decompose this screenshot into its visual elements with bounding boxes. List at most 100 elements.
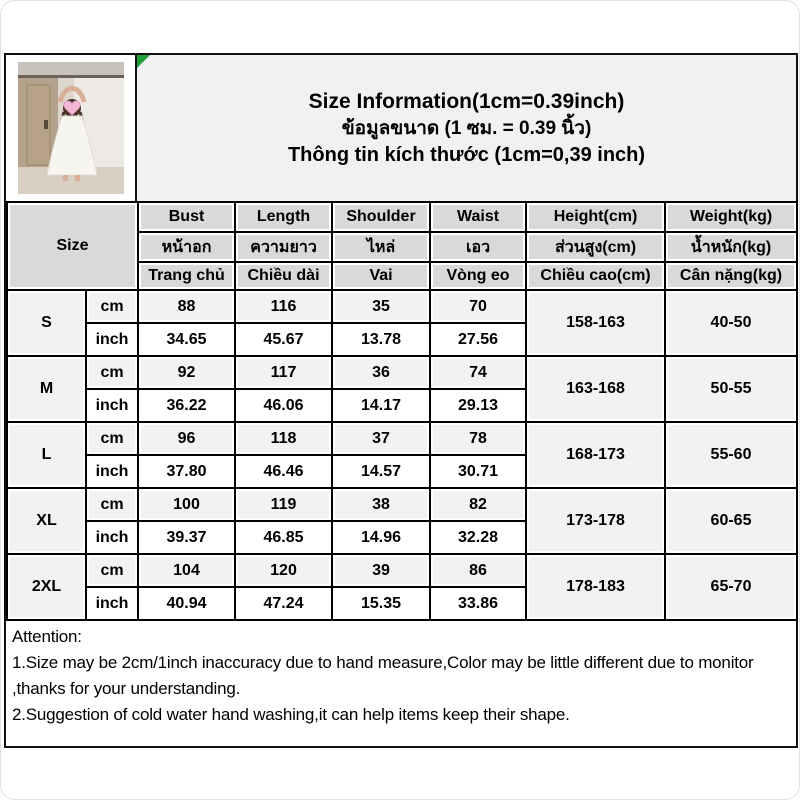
col-header-bust-en: Bust bbox=[137, 201, 237, 233]
measurement-cell: 40.94 bbox=[137, 586, 237, 621]
measurement-cell: 37 bbox=[331, 421, 432, 456]
measurement-cell: 14.96 bbox=[331, 520, 432, 555]
measurement-cell: 29.13 bbox=[429, 388, 528, 423]
white-dress bbox=[45, 115, 98, 176]
measurement-cell: 104 bbox=[137, 553, 237, 588]
product-photo bbox=[6, 55, 137, 201]
measurement-cell: 46.06 bbox=[234, 388, 334, 423]
measurement-cell: 120 bbox=[234, 553, 334, 588]
size-header-cell: Size bbox=[5, 201, 140, 291]
col-header-length-vi: Chiều dài bbox=[234, 261, 334, 291]
col-header-waist-th: เอว bbox=[429, 231, 528, 263]
height-range-cell: 158-163 bbox=[525, 289, 667, 357]
unit-label-inch: inch bbox=[84, 322, 140, 357]
measurement-cell: 13.78 bbox=[331, 322, 432, 357]
measurement-cell: 37.80 bbox=[137, 454, 237, 489]
measurement-cell: 47.24 bbox=[234, 586, 334, 621]
measurement-cell: 116 bbox=[234, 289, 334, 324]
unit-label-inch: inch bbox=[84, 454, 140, 489]
measurement-cell: 74 bbox=[429, 355, 528, 390]
height-range-cell: 163-168 bbox=[525, 355, 667, 423]
size-label: L bbox=[6, 421, 87, 489]
top-band: Size Information(1cm=0.39inch) ข้อมูลขนา… bbox=[6, 55, 796, 201]
unit-label-cm: cm bbox=[84, 421, 140, 456]
height-range-cell: 178-183 bbox=[525, 553, 667, 621]
title-block: Size Information(1cm=0.39inch) ข้อมูลขนา… bbox=[137, 55, 796, 201]
size-label: S bbox=[6, 289, 87, 357]
measurement-cell: 14.17 bbox=[331, 388, 432, 423]
col-header-height-en: Height(cm) bbox=[525, 201, 667, 233]
measurement-cell: 117 bbox=[234, 355, 334, 390]
measurement-cell: 36 bbox=[331, 355, 432, 390]
col-header-weight-en: Weight(kg) bbox=[664, 201, 799, 233]
measurement-cell: 70 bbox=[429, 289, 528, 324]
col-header-waist-en: Waist bbox=[429, 201, 528, 233]
unit-label-inch: inch bbox=[84, 520, 140, 555]
measurement-cell: 33.86 bbox=[429, 586, 528, 621]
measurement-cell: 38 bbox=[331, 487, 432, 522]
measurement-cell: 34.65 bbox=[137, 322, 237, 357]
size-table: Size Bust Length Shoulder Waist Height(c… bbox=[5, 201, 799, 621]
measurement-cell: 82 bbox=[429, 487, 528, 522]
measurement-cell: 45.67 bbox=[234, 322, 334, 357]
measurement-cell: 35 bbox=[331, 289, 432, 324]
unit-label-inch: inch bbox=[84, 388, 140, 423]
measurement-cell: 30.71 bbox=[429, 454, 528, 489]
unit-label-cm: cm bbox=[84, 355, 140, 390]
title-thai: ข้อมูลขนาด (1 ซม. = 0.39 นิ้ว) bbox=[341, 117, 592, 139]
measurement-cell: 39.37 bbox=[137, 520, 237, 555]
measurement-cell: 88 bbox=[137, 289, 237, 324]
heart-face-cover-icon bbox=[62, 100, 81, 116]
measurement-cell: 118 bbox=[234, 421, 334, 456]
col-header-weight-th: น้ำหนัก(kg) bbox=[664, 231, 799, 263]
attention-heading: Attention: bbox=[12, 627, 82, 646]
size-label: 2XL bbox=[6, 553, 87, 621]
col-header-length-th: ความยาว bbox=[234, 231, 334, 263]
measurement-cell: 36.22 bbox=[137, 388, 237, 423]
size-label: M bbox=[6, 355, 87, 423]
measurement-cell: 86 bbox=[429, 553, 528, 588]
height-range-cell: 173-178 bbox=[525, 487, 667, 555]
measurement-cell: 32.28 bbox=[429, 520, 528, 555]
content-frame: Size Information(1cm=0.39inch) ข้อมูลขนา… bbox=[4, 53, 799, 748]
excel-corner-marker-icon bbox=[137, 55, 150, 68]
col-header-waist-vi: Vòng eo bbox=[429, 261, 528, 291]
col-header-weight-vi: Cân nặng(kg) bbox=[664, 261, 799, 291]
measurement-cell: 100 bbox=[137, 487, 237, 522]
size-label: XL bbox=[6, 487, 87, 555]
attention-note-2: 2.Suggestion of cold water hand washing,… bbox=[12, 705, 570, 724]
raised-arms bbox=[57, 86, 86, 103]
measurement-cell: 14.57 bbox=[331, 454, 432, 489]
attention-note-1: 1.Size may be 2cm/1inch inaccuracy due t… bbox=[12, 653, 754, 698]
height-range-cell: 168-173 bbox=[525, 421, 667, 489]
weight-range-cell: 55-60 bbox=[664, 421, 799, 489]
col-header-length-en: Length bbox=[234, 201, 334, 233]
measurement-cell: 92 bbox=[137, 355, 237, 390]
unit-label-inch: inch bbox=[84, 586, 140, 621]
measurement-cell: 27.56 bbox=[429, 322, 528, 357]
measurement-cell: 39 bbox=[331, 553, 432, 588]
unit-label-cm: cm bbox=[84, 553, 140, 588]
measurement-cell: 46.85 bbox=[234, 520, 334, 555]
weight-range-cell: 65-70 bbox=[664, 553, 799, 621]
measurement-cell: 119 bbox=[234, 487, 334, 522]
col-header-shoulder-en: Shoulder bbox=[331, 201, 432, 233]
product-photo-illustration bbox=[17, 62, 124, 194]
attention-section: Attention: 1.Size may be 2cm/1inch inacc… bbox=[6, 621, 796, 746]
weight-range-cell: 40-50 bbox=[664, 289, 799, 357]
weight-range-cell: 50-55 bbox=[664, 355, 799, 423]
title-english: Size Information(1cm=0.39inch) bbox=[308, 89, 625, 113]
measurement-cell: 96 bbox=[137, 421, 237, 456]
unit-label-cm: cm bbox=[84, 487, 140, 522]
measurement-cell: 78 bbox=[429, 421, 528, 456]
measurement-cell: 15.35 bbox=[331, 586, 432, 621]
col-header-shoulder-vi: Vai bbox=[331, 261, 432, 291]
col-header-height-th: ส่วนสูง(cm) bbox=[525, 231, 667, 263]
col-header-bust-th: หน้าอก bbox=[137, 231, 237, 263]
unit-label-cm: cm bbox=[84, 289, 140, 324]
col-header-bust-vi: Trang chủ bbox=[137, 261, 237, 291]
col-header-height-vi: Chiều cao(cm) bbox=[525, 261, 667, 291]
col-header-shoulder-th: ไหล่ bbox=[331, 231, 432, 263]
weight-range-cell: 60-65 bbox=[664, 487, 799, 555]
